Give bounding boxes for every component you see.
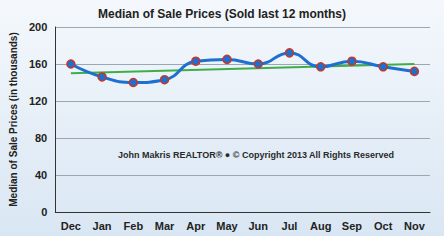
svg-text:Dec: Dec — [61, 220, 81, 232]
svg-text:Feb: Feb — [124, 220, 144, 232]
svg-text:Median of Sale Prices (Sold la: Median of Sale Prices (Sold last 12 mont… — [98, 7, 346, 21]
svg-text:160: 160 — [29, 58, 47, 70]
svg-text:Aug: Aug — [310, 220, 331, 232]
svg-text:40: 40 — [35, 169, 47, 181]
svg-text:Jan: Jan — [93, 220, 112, 232]
svg-text:200: 200 — [29, 21, 47, 33]
svg-text:Jul: Jul — [282, 220, 298, 232]
svg-text:Median of Sale Prices (in thou: Median of Sale Prices (in thousands) — [8, 32, 19, 206]
svg-text:May: May — [216, 220, 238, 232]
svg-text:0: 0 — [41, 206, 47, 218]
svg-text:Apr: Apr — [186, 220, 206, 232]
svg-text:Oct: Oct — [374, 220, 393, 232]
svg-text:Sep: Sep — [342, 220, 362, 232]
svg-text:Jun: Jun — [248, 220, 268, 232]
svg-text:120: 120 — [29, 95, 47, 107]
svg-text:Mar: Mar — [155, 220, 175, 232]
svg-text:John Makris REALTOR® ● © Copyr: John Makris REALTOR® ● © Copyright 2013 … — [118, 150, 394, 160]
svg-text:Nov: Nov — [404, 220, 426, 232]
svg-text:80: 80 — [35, 132, 47, 144]
